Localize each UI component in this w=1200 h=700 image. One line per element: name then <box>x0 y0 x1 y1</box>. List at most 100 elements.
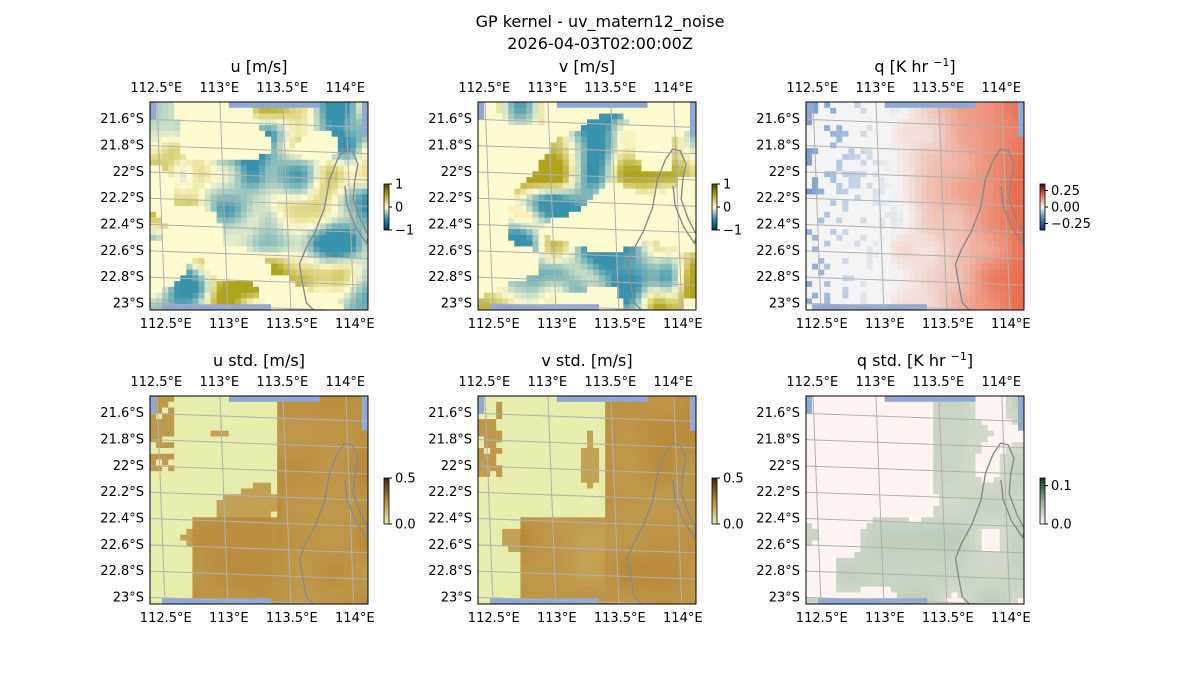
heat-cell <box>252 159 260 166</box>
heat-cell <box>562 304 570 310</box>
heat-cell <box>337 188 345 195</box>
heat-cell <box>222 188 230 195</box>
coastline <box>626 148 696 310</box>
heat-cell <box>605 234 612 242</box>
heat-cell <box>319 304 327 310</box>
heat-cell <box>228 240 236 247</box>
heat-cell <box>945 177 952 184</box>
map-area <box>478 102 696 310</box>
heat-cell <box>824 154 831 161</box>
heat-cell <box>198 546 205 553</box>
heat-cell <box>957 206 964 213</box>
parallel-line <box>478 171 696 181</box>
heat-cell <box>265 453 272 460</box>
heat-cell <box>587 194 594 201</box>
heat-cell <box>508 298 515 305</box>
heat-cell <box>252 211 260 218</box>
heat-cell <box>502 263 509 270</box>
heat-cell <box>252 234 260 242</box>
heat-cell <box>295 211 302 218</box>
heat-cell <box>222 528 230 536</box>
heat-cell <box>222 275 230 282</box>
heat-cell <box>915 148 922 155</box>
heat-cell <box>987 119 995 126</box>
heat-cell <box>556 223 564 230</box>
heat-cell <box>156 211 163 218</box>
heat-cell <box>653 240 661 247</box>
heat-cell <box>307 269 314 276</box>
panel-title-text: u [m/s] <box>230 57 287 76</box>
heat-cell <box>908 206 916 213</box>
heat-cell <box>921 102 928 109</box>
heat-cell <box>830 182 837 190</box>
heat-cell <box>896 263 904 270</box>
heat-cell <box>975 171 983 178</box>
heat-cell <box>277 580 284 588</box>
heat-cell <box>259 500 266 507</box>
heat-cell <box>945 223 952 230</box>
heat-cell <box>580 229 588 236</box>
heat-cell <box>240 298 248 305</box>
heat-cell <box>325 258 333 265</box>
heat-cell <box>259 258 266 265</box>
heat-cell <box>192 234 199 242</box>
heat-cell <box>677 234 685 242</box>
heat-cell <box>301 223 308 230</box>
heat-cell <box>915 211 922 218</box>
heat-cell <box>587 258 594 265</box>
heat-cell <box>854 240 861 247</box>
heat-cell <box>162 517 169 524</box>
heat-cell <box>1011 119 1019 126</box>
heat-cell <box>343 159 351 166</box>
heat-cell <box>313 206 320 213</box>
heat-cell <box>1011 223 1019 230</box>
heat-cell <box>265 471 272 478</box>
heat-cell <box>271 511 278 518</box>
heat-cell <box>228 500 236 507</box>
heat-cell <box>246 200 254 207</box>
heat-cell <box>228 557 236 564</box>
heat-cell <box>587 240 594 247</box>
heat-cell <box>216 200 224 207</box>
heat-cell <box>222 130 230 138</box>
heat-cell <box>484 177 491 184</box>
heat-cell <box>283 154 290 161</box>
heat-cell <box>999 182 1007 190</box>
heat-cell <box>246 177 254 184</box>
heat-cell <box>162 298 169 305</box>
y-tick-label: 22°S <box>769 165 800 180</box>
heat-cell <box>246 488 254 495</box>
heat-cell <box>265 448 272 455</box>
heat-cell <box>647 206 655 213</box>
heat-cell <box>623 275 630 282</box>
heat-cell <box>186 500 193 507</box>
heat-cell <box>878 223 886 230</box>
heat-cell <box>884 252 892 259</box>
heat-cell <box>150 171 157 178</box>
y-tick-label: 22.2°S <box>100 191 144 206</box>
heat-cell <box>812 252 819 259</box>
heat-cell <box>343 188 351 195</box>
heat-cell <box>842 240 849 247</box>
heat-cell <box>824 275 831 282</box>
heat-cell <box>508 148 515 155</box>
heat-cell <box>210 286 218 294</box>
heat-cell <box>180 528 187 536</box>
heat-cell <box>355 206 363 213</box>
heat-cell <box>969 252 976 259</box>
heat-cell <box>162 142 169 149</box>
heat-cell <box>168 505 175 512</box>
heat-cell <box>587 107 594 114</box>
heat-cell <box>981 281 989 288</box>
heat-cell <box>355 159 363 166</box>
heat-cell <box>234 102 242 109</box>
heat-cell <box>283 557 290 564</box>
heat-cell <box>580 136 588 143</box>
heat-cell <box>623 281 630 288</box>
heat-cell <box>587 177 594 184</box>
heat-cell <box>671 171 679 178</box>
heat-cell <box>246 119 254 126</box>
heat-cell <box>192 246 199 253</box>
heat-cell <box>689 171 696 178</box>
heat-cell <box>993 136 1001 143</box>
